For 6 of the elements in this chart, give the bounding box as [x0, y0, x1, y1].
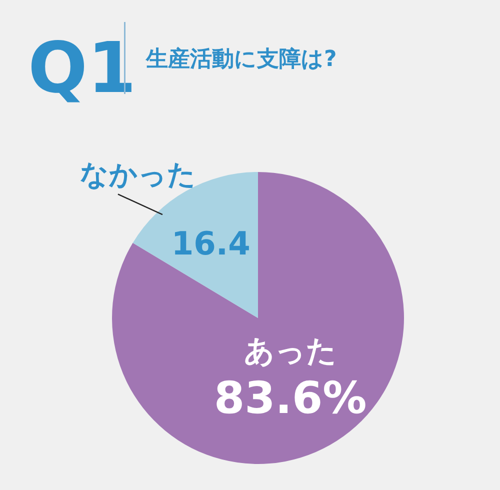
chart-subtitle: 生産活動に支障は?: [145, 46, 337, 72]
data-label: 83.6%: [214, 373, 367, 424]
data-label: 16.4: [171, 224, 250, 263]
slice-label: なかった: [80, 158, 196, 192]
slice-label: あった: [244, 334, 337, 370]
chart-title: Q1: [28, 27, 136, 109]
